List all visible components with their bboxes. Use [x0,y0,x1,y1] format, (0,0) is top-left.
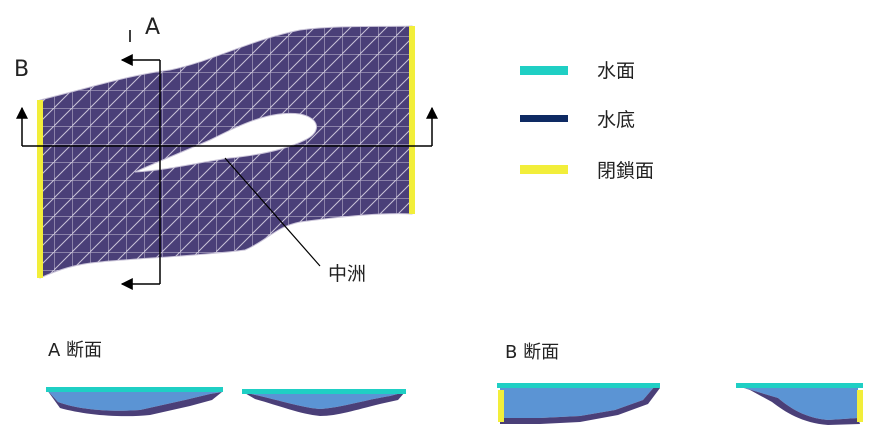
section-a-caption: A 断面 [48,340,102,361]
section-b-caption: B 断面 [505,342,559,363]
section-b-right-closed [857,390,863,422]
legend-swatch-bed [520,115,568,122]
legend-label-closed: 閉鎖面 [597,160,654,182]
island-label: 中洲 [328,263,366,285]
section-b-left-profile [497,383,660,424]
section-a-marker: A [145,15,160,40]
section-a-left-profile [46,387,223,417]
legend-swatch-closed [520,165,568,174]
legend-label-surface: 水面 [597,60,635,82]
section-b-marker: B [14,57,29,82]
section-b-left-closed [498,390,504,422]
section-b-right-profile [736,383,863,425]
legend-label-bed: 水底 [597,109,635,131]
legend: 水面 水底 閉鎖面 [520,60,654,182]
island-leader [224,157,321,267]
section-a-right-profile [242,389,406,416]
legend-swatch-surface [520,66,568,75]
